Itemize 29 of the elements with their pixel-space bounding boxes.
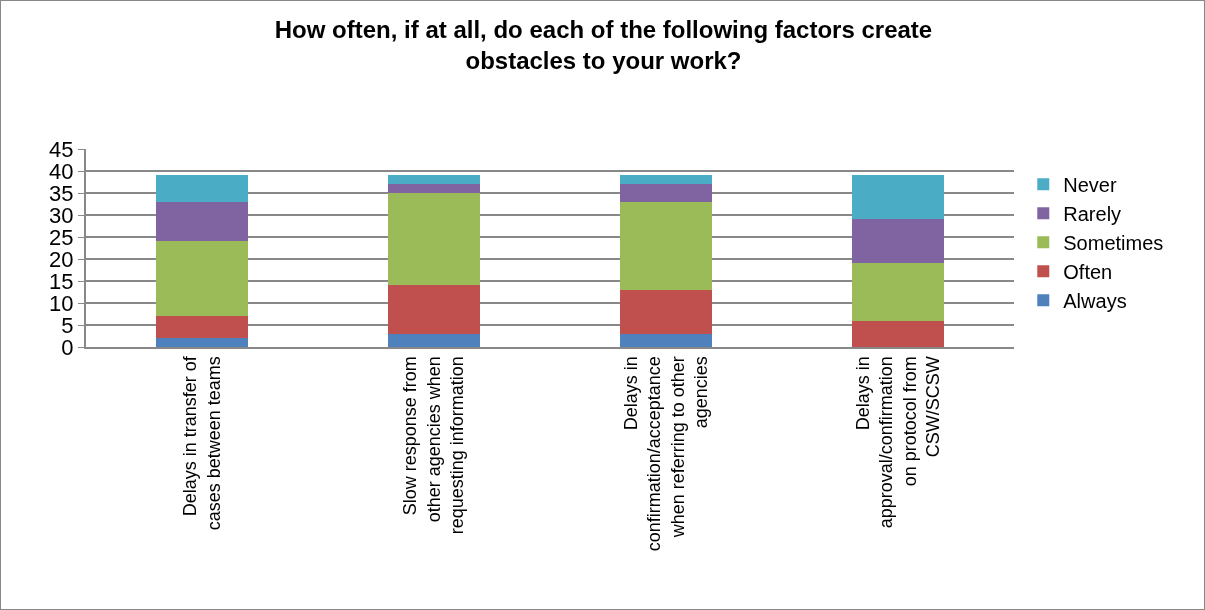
bar xyxy=(155,175,249,202)
bar xyxy=(155,338,249,347)
x-tick-label: Slow response from other agencies when requesting information xyxy=(400,356,468,535)
bar xyxy=(619,175,713,185)
bar xyxy=(155,316,249,339)
x-tick-label: Delays in transfer of cases between teams xyxy=(180,355,224,531)
legend-label: Never xyxy=(1063,174,1117,197)
bar xyxy=(155,201,249,242)
bar xyxy=(387,184,481,193)
chart-title: How often, if at all, do each of the following factors create obstacles to your work? xyxy=(274,15,933,74)
bar xyxy=(155,241,249,317)
bar xyxy=(851,175,945,220)
bar xyxy=(387,193,481,286)
x-tick-label: Delays in approval/confirmation on protocol from CSW/SCSW xyxy=(852,356,943,529)
bar xyxy=(851,219,945,264)
bar xyxy=(851,320,945,347)
bar xyxy=(851,263,945,321)
legend-label: Often xyxy=(1063,261,1113,284)
bar xyxy=(619,333,713,347)
legend-label: Rarely xyxy=(1063,203,1122,226)
bar xyxy=(387,175,481,185)
bar xyxy=(619,201,713,290)
bar xyxy=(387,285,481,334)
bar xyxy=(619,289,713,334)
bar xyxy=(387,333,481,347)
legend-label: Always xyxy=(1063,290,1127,313)
x-tick-label: Delays in confirmation/acceptance when referring to other agencies xyxy=(620,356,711,552)
bar xyxy=(619,184,713,202)
legend-label: Sometimes xyxy=(1063,232,1164,255)
